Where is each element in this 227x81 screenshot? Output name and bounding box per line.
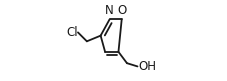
Text: N: N [105, 4, 114, 17]
Text: O: O [116, 4, 126, 17]
Text: Cl: Cl [66, 26, 77, 39]
Text: OH: OH [137, 60, 155, 73]
